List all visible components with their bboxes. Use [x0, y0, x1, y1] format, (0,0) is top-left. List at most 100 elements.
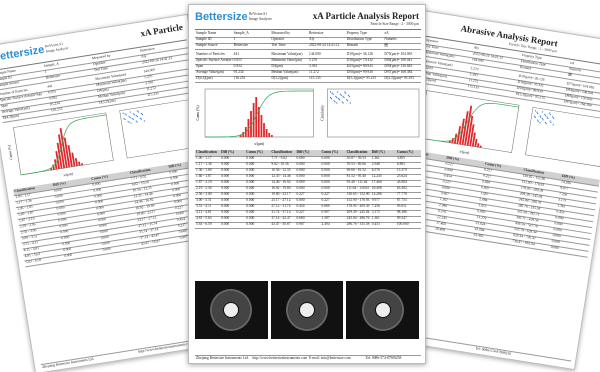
table-cell: Operator	[271, 37, 285, 41]
table-row: Sample Source Bettersize Test Time 2022-08-…	[195, 43, 421, 50]
brand-logo: Bettersize	[0, 43, 46, 64]
scatter-dot	[346, 100, 349, 102]
histogram-bar	[469, 124, 475, 147]
table-row: 5.63 - 6.59 0.000 0.000 43.47 - 50.87 0.907 2…	[195, 222, 421, 229]
table-cell: 115.135	[309, 76, 321, 80]
table-cell: 0.227	[296, 192, 305, 196]
scatter-dot	[141, 113, 144, 116]
scatter-dot	[544, 113, 546, 116]
table-cell: 0.000	[221, 162, 230, 166]
scatter-dot	[537, 120, 539, 122]
table-cell: 0.000	[221, 186, 230, 190]
table-cell: Maximum Value(μm)	[271, 52, 303, 56]
table-cell: 0.000	[321, 168, 330, 172]
scatter-dot	[342, 95, 344, 97]
footer: Zhejiang Bettersize Instruments Ltd. http…	[195, 355, 421, 362]
table-cell: 69.66 - 81.52	[346, 168, 366, 172]
scatter-dot	[537, 112, 539, 114]
scatter-dot	[549, 112, 551, 114]
table-cell: 0.000	[221, 168, 230, 172]
table-cell: 1.17 - 1.36	[196, 162, 212, 166]
table-cell: Sample Name	[196, 31, 217, 35]
table-cell: Property Type	[346, 31, 368, 35]
table-cell: 245.04 - 286.76	[346, 216, 370, 220]
divider	[195, 29, 421, 30]
scatter-frame	[525, 107, 600, 167]
table-cell: D[3,2](μm)	[271, 76, 288, 80]
table-cell: 16.92 - 19.80	[271, 186, 291, 190]
header-cell: Classification	[271, 150, 293, 154]
table-cell: 0.000	[221, 192, 230, 196]
table-cell: 111.64 - 130.65	[346, 186, 370, 190]
table-cell: 0.227	[321, 198, 330, 202]
table-cell: D16(μm)= 70.332	[346, 58, 373, 62]
scatter-dot	[550, 121, 552, 123]
table-cell: 0.000	[246, 210, 255, 214]
scatter-dot	[330, 98, 332, 100]
table-cell: 5.270	[309, 58, 318, 62]
company-line: Image Analyzer	[249, 16, 272, 21]
particle-image	[270, 281, 344, 339]
table-cell: 130.65 - 152.90	[346, 192, 370, 196]
scatter-dot	[131, 117, 133, 120]
table-row: 4.81 - 5.63 0.000 0.000 37.14 - 43.47 0.680 1…	[195, 216, 421, 223]
y-axis-label: Cumu (%)	[7, 144, 13, 160]
particle-image	[195, 281, 268, 339]
table-cell: 1.60 - 1.87	[196, 174, 212, 178]
table-cell: D[4,3](μm)= 93.393	[384, 76, 414, 80]
scatter-dot	[128, 121, 130, 123]
table-cell: 0.000	[221, 156, 230, 160]
scatter-dot	[133, 114, 135, 116]
scatter-dot	[349, 102, 351, 104]
table-cell: 95.40 - 111.64	[346, 180, 368, 184]
table-cell: 23.17 - 27.12	[271, 198, 291, 202]
table-cell: 2022-08-24 14:41:12	[309, 43, 340, 47]
table-cell: Number of Particles	[196, 52, 225, 56]
table-cell: 14.46 - 16.92	[271, 180, 291, 184]
scatter-dot	[343, 96, 345, 99]
table-cell: 1	[233, 37, 236, 41]
table-cell: 9.02 - 10.56	[271, 162, 289, 166]
scatter-dot	[336, 102, 338, 104]
histogram-bar	[52, 164, 55, 170]
table-cell: 0.000	[296, 156, 305, 160]
scatter-dot	[130, 122, 132, 124]
table-cell: D97(μm)= 168.384	[384, 70, 413, 74]
table-cell: 63.492	[396, 186, 407, 190]
scatter-dot	[140, 118, 142, 120]
table-cell: xA	[384, 31, 389, 35]
table-cell: 27.12 - 31.74	[271, 204, 291, 208]
scatter-dot	[128, 116, 130, 118]
scatter-dot	[539, 122, 541, 124]
table-row: D[4,3](μm) 116.253 D[3,2](μm) 115.135 D[5,3]…	[195, 76, 421, 83]
histogram-bar	[464, 105, 473, 146]
scatter-dot	[549, 113, 551, 115]
table-cell: 0.000	[321, 156, 330, 160]
table-cell: 13.379	[396, 168, 407, 172]
table-cell: 6.803	[396, 162, 405, 166]
table-cell: 0.000	[246, 186, 255, 190]
scatter-dot	[139, 117, 141, 119]
y-axis-label: Cumu (%)	[196, 105, 200, 121]
table-cell: 0.453	[371, 222, 380, 226]
scatter-dot	[132, 113, 134, 115]
footer-item: E-mail: info@bettersize.com	[309, 356, 351, 360]
table-cell: 144.000	[309, 52, 321, 56]
table-cell: 17.460	[371, 180, 382, 184]
report-subtitle: Particle Size Range : 2 - 3000 μm	[370, 22, 419, 26]
table-cell: Minimum Value(μm)	[271, 58, 302, 62]
table-cell: 0.000	[246, 192, 255, 196]
histogram-bar	[54, 159, 58, 170]
table-cell: Median Value(μm)	[271, 70, 299, 74]
table-cell: 0.000	[296, 186, 305, 190]
scatter-dot	[552, 117, 555, 119]
scatter-dot	[340, 94, 342, 96]
report-page: Bettersize BeVision S1 Image Analyzer xA Pa…	[188, 4, 426, 364]
table-cell: 0.000	[321, 180, 330, 184]
table-cell: D75(μm)= 104.065	[384, 52, 413, 56]
scatter-dot	[334, 101, 336, 103]
header-cell: Diff (%)	[296, 150, 310, 154]
scatter-dot	[542, 119, 544, 121]
scatter-dot	[342, 102, 344, 104]
scatter-dot	[329, 96, 332, 99]
